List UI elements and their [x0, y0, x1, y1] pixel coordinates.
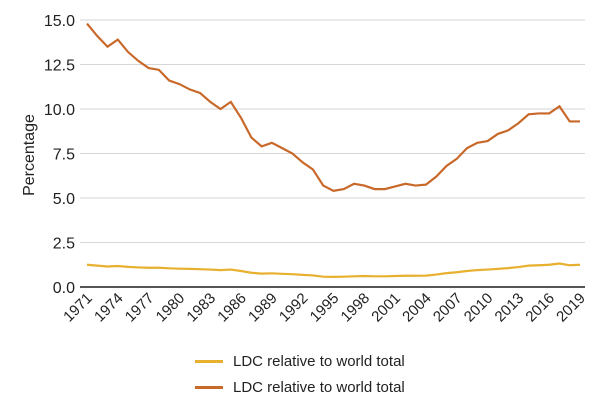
y-tick-label: 5.0 — [53, 191, 75, 208]
line-chart: Percentage 0.02.55.07.510.012.515.019711… — [21, 13, 589, 326]
x-tick-label: 1980 — [153, 290, 189, 326]
x-tick-label: 1995 — [307, 290, 343, 326]
y-tick-label: 15.0 — [44, 13, 75, 30]
y-axis-label: Percentage — [21, 114, 38, 196]
x-tick-label: 2001 — [368, 290, 404, 326]
y-tick-label: 2.5 — [53, 236, 75, 253]
x-tick-label: 1992 — [276, 290, 312, 326]
x-tick-label: 1983 — [183, 290, 219, 326]
x-tick-label: 2013 — [492, 290, 528, 326]
x-tick-label: 2016 — [522, 290, 558, 326]
legend-item: LDC relative to world total — [195, 374, 405, 400]
x-tick-label: 1986 — [214, 290, 250, 326]
x-tick-label: 1989 — [245, 290, 281, 326]
legend-swatch — [195, 359, 223, 363]
x-tick-label: 1977 — [122, 290, 158, 326]
y-tick-label: 0.0 — [53, 280, 75, 297]
series-line-0 — [86, 262, 581, 278]
series-line-1 — [86, 22, 580, 193]
x-tick-label: 2010 — [461, 290, 497, 326]
x-tick-label: 1974 — [91, 290, 127, 326]
x-tick-label: 2004 — [399, 290, 435, 326]
legend: LDC relative to world total LDC relative… — [195, 348, 405, 400]
x-tick-label: 2019 — [553, 290, 589, 326]
y-tick-label: 12.5 — [44, 58, 75, 75]
y-tick-label: 7.5 — [53, 147, 75, 164]
legend-label: LDC relative to world total — [233, 378, 405, 396]
x-tick-label: 2007 — [430, 290, 466, 326]
legend-label: LDC relative to world total — [233, 352, 405, 370]
legend-item: LDC relative to world total — [195, 348, 405, 374]
y-tick-label: 10.0 — [44, 102, 75, 119]
x-tick-label: 1998 — [338, 290, 374, 326]
legend-swatch — [195, 385, 223, 389]
